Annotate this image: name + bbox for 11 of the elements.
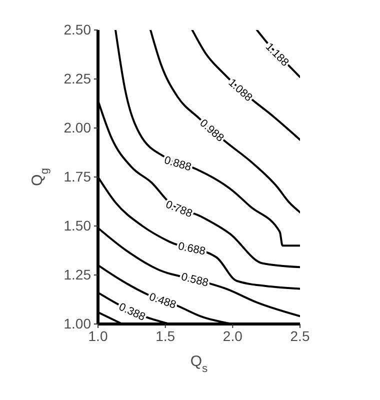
y-tick-label: 2.50: [64, 21, 92, 38]
x-tick-label: 2.5: [290, 328, 310, 344]
y-tick-label: 2.00: [64, 119, 92, 136]
y-tick-label: 1.50: [64, 217, 92, 234]
y-tick-label: 1.75: [64, 168, 92, 184]
x-axis-title: Q$_{s}$: [190, 353, 208, 375]
y-tick-label: 2.25: [64, 70, 92, 86]
x-tick-label: 1.5: [156, 328, 176, 344]
x-tick-label: 2.0: [222, 328, 243, 344]
y-tick-label: 1.25: [64, 266, 92, 282]
line-series: [191, 30, 300, 141]
